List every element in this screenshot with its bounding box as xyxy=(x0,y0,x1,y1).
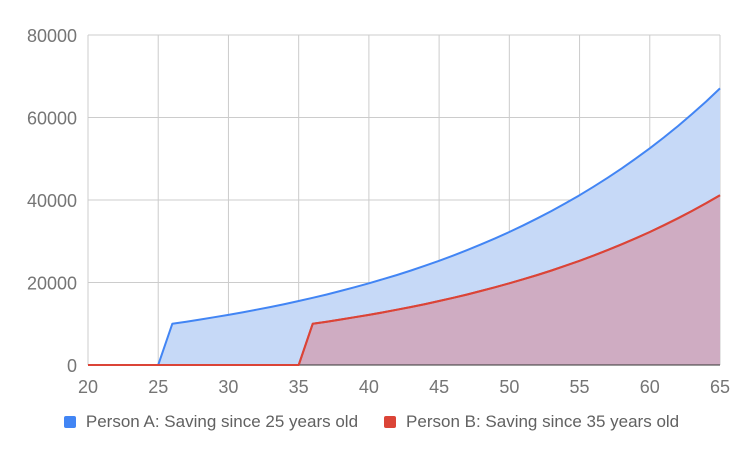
y-tick-label: 80000 xyxy=(27,26,77,46)
x-tick-label: 45 xyxy=(429,377,449,397)
legend-label: Person B: Saving since 35 years old xyxy=(406,412,680,431)
y-axis-labels: 0 20000 40000 60000 80000 xyxy=(27,26,77,376)
x-tick-label: 55 xyxy=(570,377,590,397)
x-tick-label: 60 xyxy=(640,377,660,397)
legend-item-person-b[interactable]: Person B: Saving since 35 years old xyxy=(384,412,679,432)
legend-label: Person A: Saving since 25 years old xyxy=(85,412,359,431)
x-tick-label: 20 xyxy=(78,377,98,397)
x-tick-label: 35 xyxy=(289,377,309,397)
x-tick-label: 65 xyxy=(710,377,730,397)
series-lines xyxy=(88,87,721,366)
y-tick-label: 40000 xyxy=(27,191,77,211)
x-tick-label: 25 xyxy=(148,377,168,397)
x-axis-labels: 20 25 30 35 40 45 50 55 60 65 xyxy=(78,377,730,397)
legend-swatch-icon xyxy=(63,416,76,428)
y-tick-label: 0 xyxy=(67,356,77,376)
legend: Person A: Saving since 25 years old Pers… xyxy=(0,412,743,432)
x-tick-label: 40 xyxy=(359,377,379,397)
series-line-1-top xyxy=(88,194,721,366)
legend-item-person-a[interactable]: Person A: Saving since 25 years old xyxy=(63,412,359,432)
y-tick-label: 20000 xyxy=(27,274,77,294)
series-area-1 xyxy=(88,195,720,365)
x-tick-label: 50 xyxy=(499,377,519,397)
x-tick-label: 30 xyxy=(218,377,238,397)
series-areas xyxy=(88,88,720,366)
legend-swatch-icon xyxy=(384,416,397,428)
y-tick-label: 60000 xyxy=(27,109,77,129)
series-line-0[interactable] xyxy=(88,87,721,366)
